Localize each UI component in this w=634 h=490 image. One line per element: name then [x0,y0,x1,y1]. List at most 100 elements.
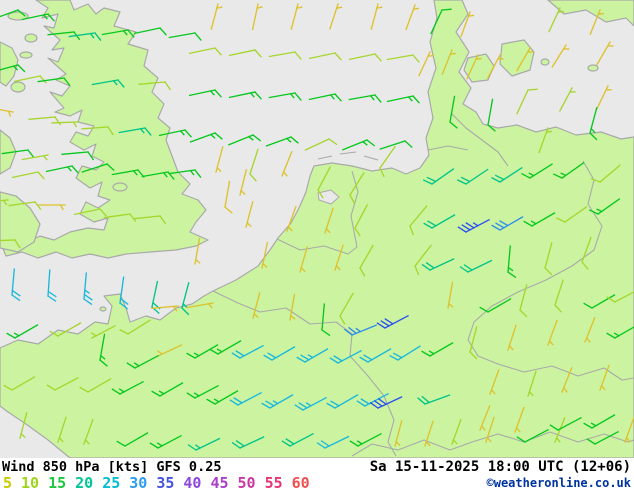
wind-barb [304,138,338,151]
wind-barb [181,282,190,316]
wind-barb [13,75,47,84]
wind-barb [441,49,457,75]
wind-barb [19,412,28,439]
wind-barb [6,324,39,339]
island [10,81,26,93]
wind-barb [0,64,26,73]
wind-barb [486,54,504,79]
wind-barb [83,418,94,445]
wind-barb [157,344,183,357]
wind-barb [186,302,214,309]
wind-barb [487,98,496,132]
wind-barb [379,140,413,150]
wind-barb [268,92,302,101]
wind-barb [459,259,493,273]
wind-barb [414,244,432,276]
wind-barb [326,394,359,409]
island [24,33,38,43]
wind-barb [356,392,389,407]
wind-barb [186,384,219,399]
map-svg [0,0,634,458]
wind-barb [299,246,309,273]
wind-barb [422,168,455,185]
wind-barb [228,134,262,146]
wind-barb [349,432,382,447]
island [112,182,128,192]
wind-barb [11,268,21,302]
wind-barb [354,204,369,237]
wind-barb [249,148,259,182]
wind-barb [369,396,403,409]
wind-barb [224,180,233,214]
legend-value: 35 [156,474,175,490]
lake [317,189,340,205]
wind-barb [268,51,302,60]
wind-barb [11,171,45,180]
wind-barb [485,416,495,443]
wind-barb [289,293,296,321]
wind-barb [8,201,42,211]
wind-barb [552,162,585,179]
wind-barb [456,168,489,185]
weather-map [0,0,634,458]
wind-barb [151,305,179,312]
landmass [499,39,535,77]
wind-barb [281,151,293,177]
wind-barb [586,430,619,445]
wind-barb [21,13,55,22]
wind-barb [57,416,67,443]
wind-barb [126,354,159,369]
wind-barb [317,166,332,199]
wind-barb [168,32,202,41]
country-border [471,431,634,443]
wind-barb [457,218,490,233]
wind-barb [133,215,167,225]
legend-value: 45 [210,474,229,490]
map-title: Wind 850 hPa [kts] GFS 0.25 [2,459,222,475]
wind-barb [588,198,621,215]
wind-barb [348,94,382,103]
wind-barb [507,245,517,279]
wind-barb [294,396,327,411]
wind-barb [555,206,588,223]
wind-barb [151,382,184,397]
copyright-link[interactable]: ©weatheronline.co.uk [486,476,632,490]
wind-barb [514,406,525,433]
wind-barb [0,109,14,117]
wind-barb [561,367,573,393]
wind-barb [119,276,129,310]
legend-value: 55 [264,474,283,490]
wind-barb [423,214,456,229]
wind-barb [548,7,564,33]
wind-barb [81,163,115,173]
wind-barb [286,205,297,232]
landmass [0,0,634,458]
wind-barb [376,314,409,329]
wind-barbs-layer [0,3,634,451]
country-border [276,238,358,255]
wind-barb [101,29,135,38]
wind-barb [90,324,116,339]
wind-barb [491,166,523,183]
wind-barb [370,3,383,30]
wind-barb [296,348,329,363]
wind-barb [479,298,512,313]
wind-barb [111,380,144,395]
wind-barb [359,348,392,363]
wind-barb [584,317,596,343]
wind-barb [68,32,102,42]
wind-barb [49,322,82,337]
wind-barb [189,132,223,143]
wind-barb [265,136,299,147]
wind-barb [558,87,576,112]
wind-barb [359,244,374,277]
wind-barb [46,376,79,391]
wind-barb [37,77,71,87]
wind-barb [133,27,167,36]
wind-barb [209,340,242,355]
legend-value: 10 [21,474,40,490]
legend-value: 15 [48,474,67,490]
country-border [351,439,473,457]
wind-barb [308,52,342,61]
